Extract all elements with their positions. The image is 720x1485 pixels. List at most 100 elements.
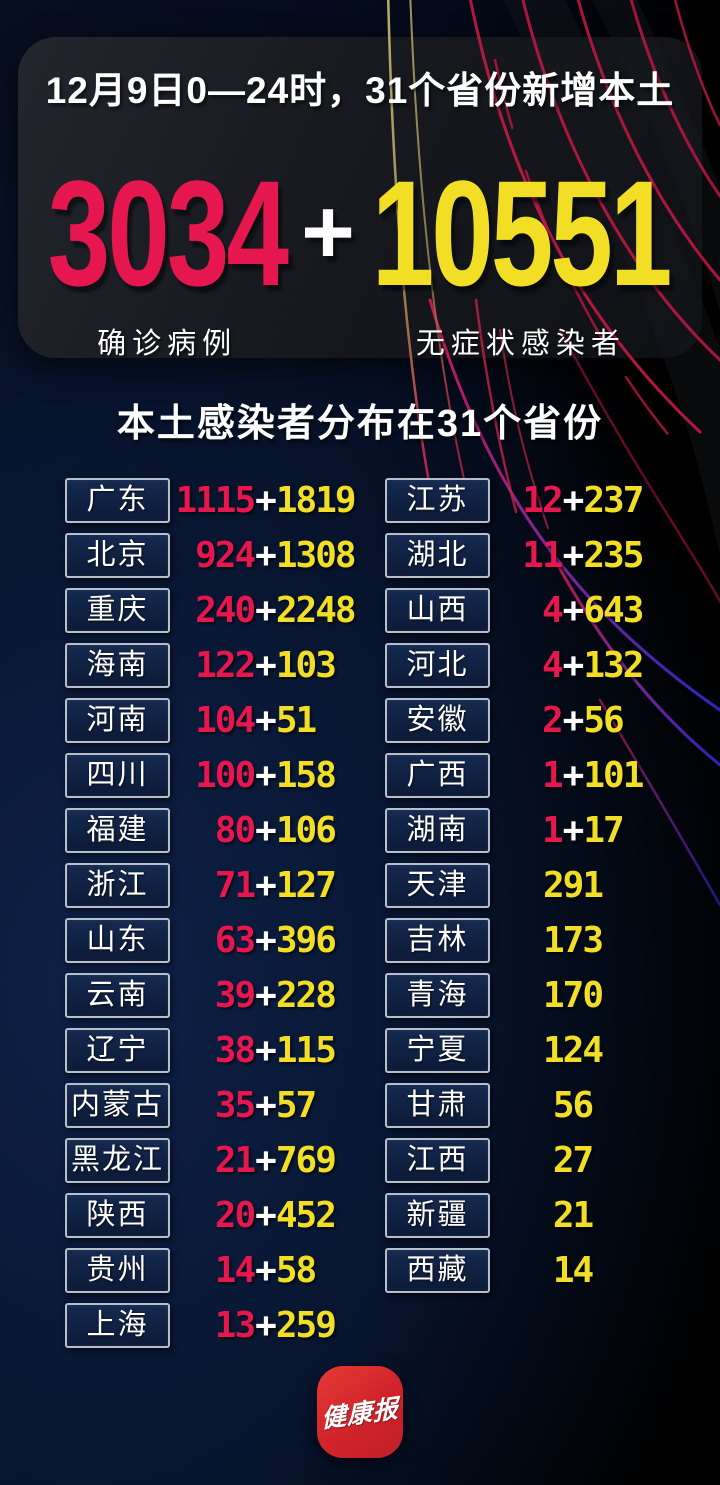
confirmed-count: 11 [522,535,563,576]
plus-sign: + [255,1195,277,1236]
row-values: 14 +58 [170,1250,360,1291]
confirmed-count: 39 [214,975,256,1016]
province-label: 四川 [86,759,149,791]
asymptomatic-count: 103 [275,645,337,686]
province-box: 吉林 [385,918,490,963]
table-row: 西藏 14 [385,1248,655,1293]
plus-sign: + [255,480,277,521]
plus-sign: + [301,181,355,283]
plus-sign: + [255,1305,277,1346]
table-row: 陕西 20 +452 [65,1193,360,1238]
province-label: 江西 [406,1144,469,1176]
province-box: 辽宁 [65,1028,170,1073]
row-values: 12 +237 [490,480,655,521]
asymptomatic-total: 10551 [371,149,673,317]
confirmed-count: 38 [214,1030,256,1071]
asymptomatic-count: 237 [583,480,644,521]
province-box: 青海 [385,973,490,1018]
province-box: 广东 [65,478,170,523]
asymptomatic-count: 56 [583,700,624,741]
plus-sign: + [562,755,585,796]
province-box: 西藏 [385,1248,490,1293]
province-label: 天津 [406,869,469,901]
asymptomatic-count: 1819 [275,480,357,521]
asymptomatic-total-block: 10551 无症状感染者 [363,158,679,362]
table-row: 广西 1 +101 [385,753,655,798]
row-values: 21 +769 [170,1140,360,1181]
page-title: 12月9日0—24时，31个省份新增本土 [45,70,675,111]
plus-sign: + [562,535,585,576]
logo-text: 健康报 [320,1393,400,1434]
table-row: 贵州 14 +58 [65,1248,360,1293]
table-row: 新疆 21 [385,1193,655,1238]
table-row: 甘肃 56 [385,1083,655,1128]
province-box: 湖南 [385,808,490,853]
province-box: 河北 [385,643,490,688]
province-label: 黑龙江 [70,1144,164,1176]
row-values: 1 +101 [490,755,655,796]
plus-sign: + [562,590,585,631]
province-label: 甘肃 [406,1089,469,1121]
row-values: 170 [490,975,655,1016]
table-row: 内蒙古 35 +57 [65,1083,360,1128]
province-label: 山西 [406,594,469,626]
asymptomatic-total-label: 无症状感染者 [415,328,626,360]
row-values: 240 +2248 [170,590,360,631]
asymptomatic-count: 173 [542,920,604,961]
province-label: 福建 [86,814,149,846]
table-row: 江苏 12 +237 [385,478,655,523]
confirmed-count: 63 [214,920,256,961]
table-row: 江西 27 [385,1138,655,1183]
confirmed-count: 100 [195,755,256,796]
province-box: 广西 [385,753,490,798]
row-values: 1115 +1819 [170,480,360,521]
province-label: 浙江 [86,869,149,901]
province-label: 湖南 [406,814,469,846]
table-row: 河北 4 +132 [385,643,655,688]
row-values: 14 [490,1250,655,1291]
table-row: 天津 291 [385,863,655,908]
plus-sign: + [255,700,277,741]
province-box: 北京 [65,533,170,578]
province-label: 湖北 [406,539,469,571]
asymptomatic-count: 115 [275,1030,337,1071]
confirmed-count: 924 [195,535,256,576]
confirmed-count: 122 [195,645,256,686]
province-label: 吉林 [406,924,469,956]
confirmed-count: 14 [214,1250,256,1291]
row-values: 173 [490,920,655,961]
table-row: 海南 122 +103 [65,643,360,688]
province-box: 山西 [385,588,490,633]
asymptomatic-count: 769 [275,1140,337,1181]
plus-sign: + [255,645,277,686]
asymptomatic-count: 14 [552,1250,594,1291]
plus-sign: + [255,975,277,1016]
asymptomatic-count: 259 [275,1305,337,1346]
health-news-logo: 健康报 [317,1366,403,1458]
asymptomatic-count: 396 [275,920,337,961]
province-box: 湖北 [385,533,490,578]
asymptomatic-count: 643 [583,590,644,631]
table-row: 浙江 71 +127 [65,863,360,908]
province-box: 安徽 [385,698,490,743]
province-box: 浙江 [65,863,170,908]
province-label: 广东 [86,484,149,516]
province-box: 福建 [65,808,170,853]
asymptomatic-count: 56 [552,1085,594,1126]
province-box: 黑龙江 [65,1138,170,1183]
row-values: 63 +396 [170,920,360,961]
plus-sign: + [255,1030,277,1071]
province-label: 西藏 [406,1254,469,1286]
plus-sign: + [562,810,585,851]
confirmed-count: 4 [541,590,564,631]
confirmed-count: 1115 [175,480,256,521]
confirmed-count: 2 [541,700,564,741]
row-values: 11 +235 [490,535,655,576]
table-row: 黑龙江 21 +769 [65,1138,360,1183]
asymptomatic-count: 124 [542,1030,604,1071]
province-label: 北京 [86,539,149,571]
row-values: 291 [490,865,655,906]
row-values: 1 +17 [490,810,655,851]
row-values: 27 [490,1140,655,1181]
province-box: 新疆 [385,1193,490,1238]
